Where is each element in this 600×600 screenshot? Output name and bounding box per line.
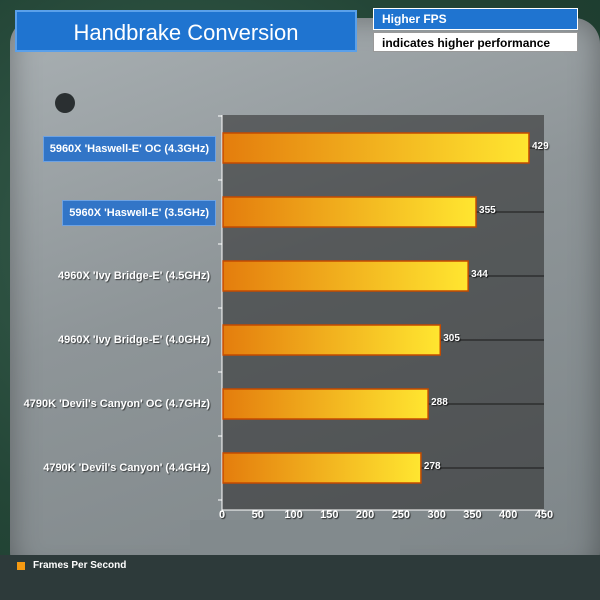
background-strip <box>0 555 600 600</box>
category-label: 4790K 'Devil's Canyon' OC (4.7GHz) <box>23 398 210 410</box>
x-tick-label: 100 <box>284 509 303 521</box>
x-tick-label: 450 <box>534 509 554 521</box>
bar-value-label: 288 <box>431 397 448 408</box>
x-tick-label: 50 <box>251 509 264 521</box>
x-tick-label: 250 <box>391 509 411 521</box>
plot-area <box>222 115 544 510</box>
higher-fps-label: Higher FPS <box>382 12 447 26</box>
higher-fps-badge: Higher FPS <box>373 8 578 30</box>
bar-value-label: 355 <box>479 205 496 216</box>
chart-title: Handbrake Conversion <box>73 20 299 45</box>
bar <box>222 132 530 164</box>
series-legend-swatch <box>17 562 25 570</box>
x-tick-label: 350 <box>463 509 482 521</box>
bar <box>222 388 429 420</box>
higher-performance-label: indicates higher performance <box>382 36 551 50</box>
x-tick-label: 300 <box>427 509 446 521</box>
background-hole <box>55 93 75 113</box>
bar <box>222 452 422 484</box>
x-tick-label: 200 <box>355 509 375 521</box>
x-tick-label: 0 <box>218 509 226 521</box>
higher-performance-note: indicates higher performance <box>373 32 578 52</box>
category-label: 5960X 'Haswell-E' OC (4.3GHz) <box>42 136 216 162</box>
bar-value-label: 278 <box>423 461 441 472</box>
bar <box>222 196 477 228</box>
category-label: 4790K 'Devil's Canyon' (4.4GHz) <box>43 462 210 474</box>
category-label: 4960X 'Ivy Bridge-E' (4.5GHz) <box>58 270 210 282</box>
category-label: 4960X 'Ivy Bridge-E' (4.0GHz) <box>58 334 210 346</box>
bar-value-label: 344 <box>471 269 488 280</box>
x-tick-label: 400 <box>499 509 518 521</box>
bar <box>222 324 441 356</box>
x-tick-label: 150 <box>320 509 339 521</box>
bar <box>222 260 469 292</box>
bar-value-label: 305 <box>443 333 460 344</box>
bar-value-label: 429 <box>531 141 549 152</box>
chart-title-box: Handbrake Conversion <box>15 10 357 52</box>
category-label: 5960X 'Haswell-E' (3.5GHz) <box>62 200 216 226</box>
series-legend-label: Frames Per Second <box>33 560 127 571</box>
